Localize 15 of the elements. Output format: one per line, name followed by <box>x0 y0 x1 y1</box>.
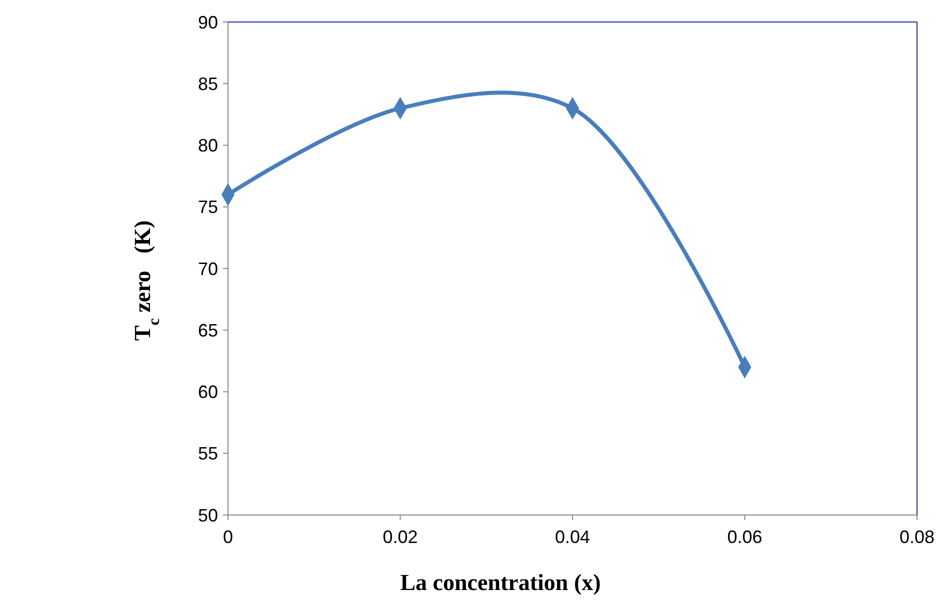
y-tick-label: 50 <box>198 505 218 526</box>
y-tick-label: 55 <box>198 444 218 464</box>
x-tick-label: 0.08 <box>899 527 935 547</box>
y-tick-label: 90 <box>198 12 218 32</box>
x-tick-label: 0.04 <box>554 527 590 547</box>
x-tick-label: 0.06 <box>727 527 762 547</box>
x-axis-title: La concentration (x) <box>400 570 601 595</box>
y-tick-label: 70 <box>198 258 218 279</box>
y-tick-label: 80 <box>198 136 218 156</box>
x-tick-label: 0.02 <box>382 527 418 547</box>
y-tick-label: 85 <box>198 74 218 94</box>
y-tick-label: 65 <box>198 320 218 340</box>
y-tick-label: 75 <box>198 197 218 218</box>
y-tick-label: 60 <box>198 382 218 402</box>
x-tick-label: 0 <box>222 527 234 547</box>
